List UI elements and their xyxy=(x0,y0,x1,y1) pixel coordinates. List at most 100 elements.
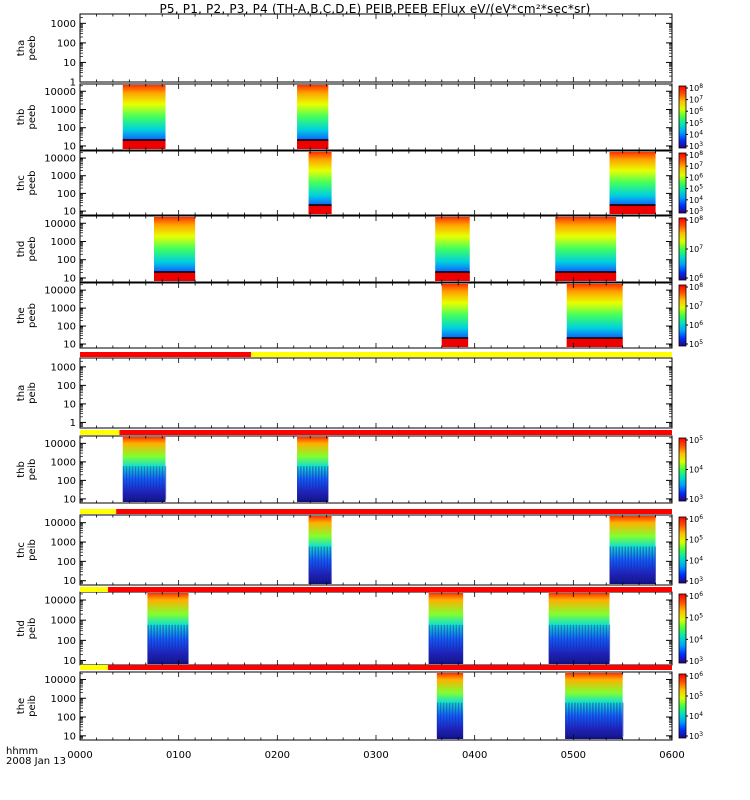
spectrogram-block xyxy=(566,284,623,347)
y-tick-label: 100 xyxy=(57,636,76,647)
panel-label-probe: tha xyxy=(16,385,27,401)
spectrogram-texture xyxy=(618,546,621,582)
spectrogram-texture xyxy=(308,546,311,582)
spectrogram-low-energy-band xyxy=(297,140,329,149)
spectrogram-texture xyxy=(616,702,618,737)
spectrogram-texture xyxy=(609,546,612,582)
spectrogram-block xyxy=(147,593,189,664)
spectrogram-texture xyxy=(581,624,584,662)
panel-frame xyxy=(79,150,673,216)
date-label: 2008 Jan 13 xyxy=(6,756,66,767)
panel-frame xyxy=(79,357,673,429)
spectrogram-texture xyxy=(448,702,451,737)
spectrogram-texture xyxy=(630,546,633,582)
spectrogram-block xyxy=(297,85,329,149)
panel-label-product: peib xyxy=(27,382,38,404)
spectrogram-texture xyxy=(584,624,587,662)
spectrogram-block xyxy=(565,673,623,739)
spectrogram-texture xyxy=(583,702,585,737)
y-tick-label: 100 xyxy=(57,189,76,200)
spectrogram-texture xyxy=(137,466,140,500)
spectrogram-texture xyxy=(565,702,567,737)
colorbar-label: 103 xyxy=(689,206,703,216)
colorbar-label: 105 xyxy=(689,613,703,623)
spectrogram-texture xyxy=(152,466,155,500)
y-tick-label: 100 xyxy=(57,476,76,487)
spectrogram-texture xyxy=(554,624,557,662)
flag-bar-red xyxy=(107,665,672,670)
spectrogram-texture xyxy=(610,702,612,737)
spectrogram-texture xyxy=(601,702,603,737)
spectrogram-texture xyxy=(174,624,176,662)
spectrogram-block xyxy=(154,217,196,281)
y-tick-label: 10000 xyxy=(44,596,76,607)
spectrogram-texture xyxy=(639,546,642,582)
spectrogram-texture xyxy=(569,624,572,662)
panel-frame xyxy=(79,83,673,151)
spectrogram-block xyxy=(308,516,332,584)
spectrogram-texture xyxy=(548,624,551,662)
spectrogram-texture xyxy=(622,702,624,737)
spectrogram-block xyxy=(435,217,470,281)
y-tick-label: 100 xyxy=(57,557,76,568)
y-tick-label: 1000 xyxy=(51,19,76,30)
colorbar-label: 106 xyxy=(689,273,703,283)
panel-label-product: peib xyxy=(27,618,38,640)
y-tick-label: 10 xyxy=(63,207,76,218)
x-tick-label: 0100 xyxy=(166,750,191,761)
spectrogram-texture xyxy=(575,624,578,662)
colorbar-label: 108 xyxy=(689,150,703,160)
y-tick-label: 10 xyxy=(63,141,76,152)
spectrogram-texture xyxy=(437,624,440,662)
spectrogram-low-energy-band xyxy=(122,140,166,149)
flag-bar-yellow xyxy=(80,587,108,592)
spectrogram-texture xyxy=(563,624,566,662)
panel-frame xyxy=(79,514,673,586)
panel-label-probe: tha xyxy=(16,40,27,56)
spectrogram-block xyxy=(122,437,166,502)
colorbar xyxy=(678,516,687,584)
spectrogram-texture xyxy=(150,624,152,662)
spectrogram-low-energy-band xyxy=(435,272,470,281)
y-tick-label: 10000 xyxy=(44,675,76,686)
spectrogram-texture xyxy=(654,546,657,582)
y-tick-label: 100 xyxy=(57,381,76,392)
colorbar xyxy=(678,284,687,347)
spectrogram-texture xyxy=(149,466,152,500)
flag-bar-red xyxy=(80,352,252,357)
spectrogram-texture xyxy=(125,466,128,500)
spectrogram-texture xyxy=(648,546,651,582)
spectrogram-texture xyxy=(128,466,131,500)
flag-bar-red xyxy=(107,587,672,592)
panel-label-product: peeb xyxy=(27,171,38,196)
spectrogram-texture xyxy=(153,624,155,662)
spectrogram-low-energy-band xyxy=(154,272,196,281)
spectrogram-texture xyxy=(431,624,434,662)
spectrogram-texture xyxy=(434,624,437,662)
spectrogram-texture xyxy=(599,624,602,662)
panel-frame xyxy=(79,13,673,83)
colorbar xyxy=(678,152,687,214)
spectrogram-block xyxy=(441,284,469,347)
spectrogram-texture xyxy=(445,702,448,737)
y-tick-label: 1000 xyxy=(51,457,76,468)
spectrogram-texture xyxy=(458,624,461,662)
spectrogram-texture xyxy=(633,546,636,582)
panel-label-probe: thd xyxy=(16,620,27,637)
spectrogram-texture xyxy=(303,466,305,500)
spectrogram-texture xyxy=(460,702,463,737)
y-tick-label: 100 xyxy=(57,322,76,333)
spectrogram-low-energy-band xyxy=(609,205,656,214)
spectrogram-texture xyxy=(619,702,621,737)
colorbar xyxy=(678,437,687,502)
spectrogram-block xyxy=(436,673,464,739)
spectrogram-texture xyxy=(306,466,308,500)
panel-label-probe: thc xyxy=(16,542,27,558)
spectrogram-texture xyxy=(560,624,563,662)
panel-label-probe: the xyxy=(16,698,27,714)
spectrogram-texture xyxy=(131,466,134,500)
spectrogram-texture xyxy=(428,624,431,662)
colorbar-label: 105 xyxy=(689,184,703,194)
